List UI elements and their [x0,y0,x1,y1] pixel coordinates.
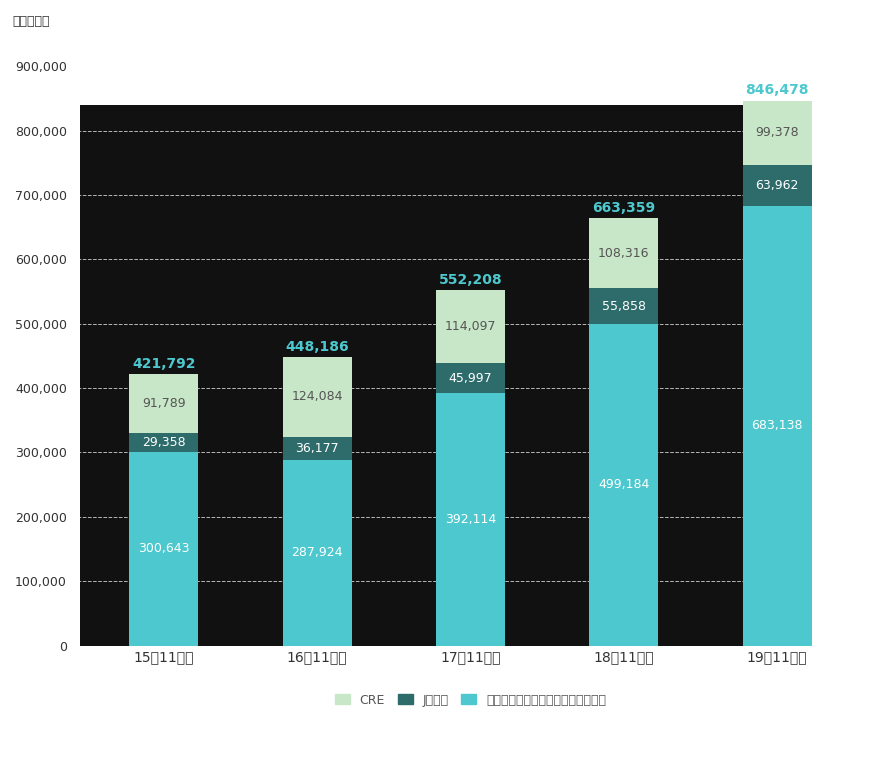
Bar [129,452,198,646]
Bar [283,461,352,646]
Text: 63,962: 63,962 [755,179,799,192]
Bar [436,393,505,646]
Text: 683,138: 683,138 [751,420,803,432]
Bar [436,364,505,393]
Text: 300,643: 300,643 [138,543,189,555]
FancyBboxPatch shape [80,104,794,646]
Legend: CRE, Jリート, 私募ファンドアセットマネジメント: CRE, Jリート, 私募ファンドアセットマネジメント [335,694,606,707]
Text: 108,316: 108,316 [598,247,650,260]
Bar [743,101,812,165]
Text: 91,789: 91,789 [142,397,186,410]
Text: 99,378: 99,378 [755,126,799,139]
Text: 55,858: 55,858 [602,300,645,313]
Text: 45,997: 45,997 [448,372,492,385]
Bar [283,437,352,461]
Bar [590,288,659,324]
Text: 124,084: 124,084 [292,390,343,403]
Text: 448,186: 448,186 [286,340,349,354]
Text: 114,097: 114,097 [445,320,496,334]
Text: （百万円）: （百万円） [12,15,50,28]
Text: 36,177: 36,177 [295,442,339,455]
Bar [590,218,659,288]
Text: 499,184: 499,184 [598,478,650,491]
Bar [743,206,812,646]
Bar [590,324,659,646]
Bar [743,165,812,206]
Bar [436,290,505,364]
Text: 552,208: 552,208 [438,272,502,287]
Text: 287,924: 287,924 [292,546,343,560]
Text: 421,792: 421,792 [132,357,195,371]
Text: 29,358: 29,358 [142,436,186,449]
Bar [129,433,198,452]
Bar [283,357,352,437]
Text: 392,114: 392,114 [445,513,496,526]
Bar [129,374,198,433]
Text: 846,478: 846,478 [745,84,809,98]
Text: 663,359: 663,359 [592,201,655,215]
